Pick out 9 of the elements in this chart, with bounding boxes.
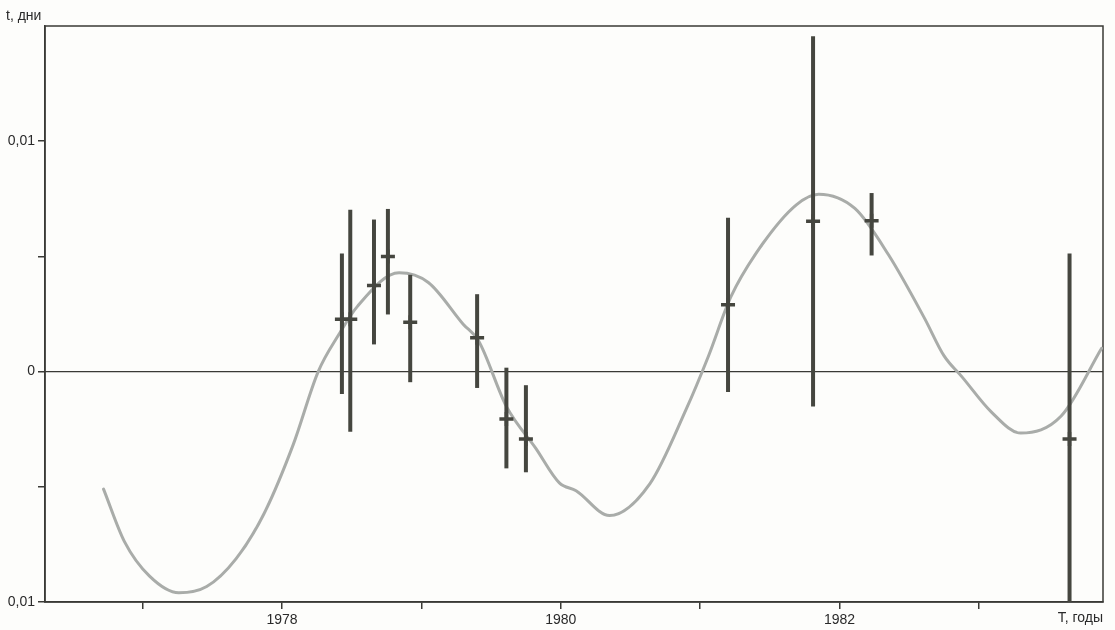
x-tick-label: 1982 (823, 611, 856, 628)
x-tick-label: 1978 (266, 611, 298, 628)
x-tick-label: 1980 (545, 611, 577, 628)
y-tick-label: 0,01 (7, 132, 36, 149)
x-axis-title: T, годы (1057, 608, 1103, 625)
y-axis-title: t, дни (6, 6, 42, 23)
y-tick-label: 0,01 (7, 592, 36, 609)
y-tick-label: 0 (27, 362, 36, 379)
line-series (102, 192, 1103, 595)
